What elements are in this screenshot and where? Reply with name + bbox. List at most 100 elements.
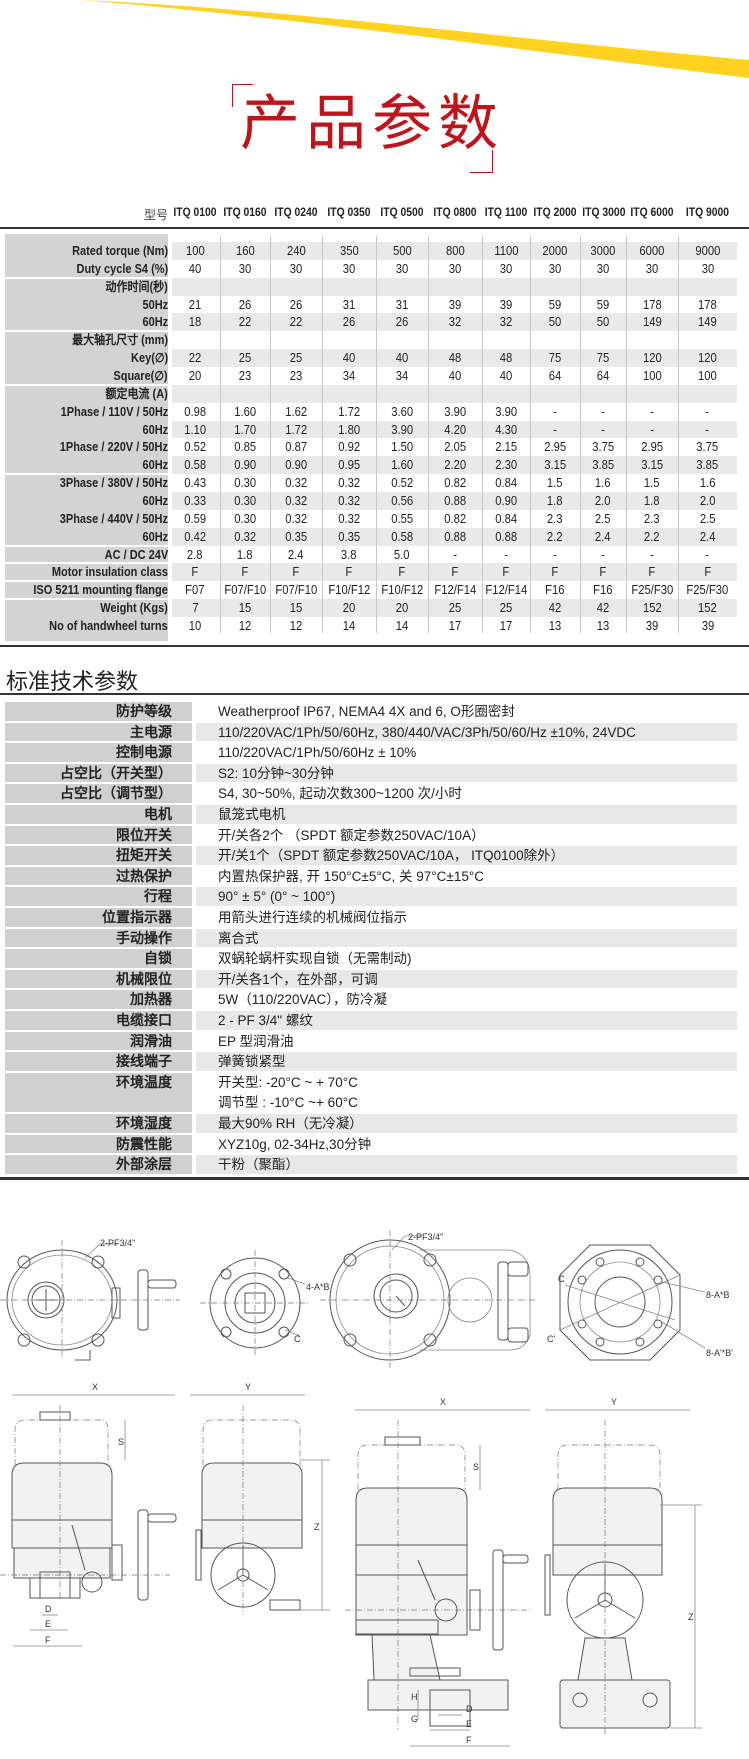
table-cell: 2.30 [482,456,530,474]
row-label: 动作时间(秒) [5,278,168,296]
table-cell: 152 [678,599,737,617]
table-cell: 2.5 [678,510,737,528]
cell-value: 26 [395,315,409,330]
cell-value: 0.52 [184,440,206,455]
tech-value-line: 弹簧锁紧型 [218,1054,286,1070]
table-cell: F [626,563,678,581]
cell-value: 178 [698,297,717,312]
cell-value: 3.15 [641,458,663,473]
table-cell: F10/F12 [322,581,376,599]
table-cell: F12/F14 [482,581,530,599]
table-cell: 0.59 [170,510,220,528]
cell-value: 1.50 [391,440,413,455]
tech-section-title: 标准技术参数 [6,670,139,695]
table-cell: - [678,421,737,439]
tech-row-value: 110/220VAC/1Ph/50/60Hz ± 10% [196,743,737,762]
table-cell: - [678,403,737,421]
cell-value: 1.10 [184,422,206,437]
cell-value: 2.95 [544,440,566,455]
cell-value: 30 [448,261,462,276]
cell-value: 40 [395,351,409,366]
cell-value: - [553,422,557,437]
row-band [172,420,737,439]
cell-value: 0.32 [285,494,307,509]
cell-value: 3.90 [444,404,466,419]
column-separator [530,236,531,633]
table-cell: 26 [220,296,270,314]
dimension-drawings: 2-PF3/4" 4-A*B C 2-PF3/4" 8- [0,1230,733,1747]
tech-row-value: 最大90% RH（无冷凝） [196,1114,737,1133]
table-cell: 30 [530,260,580,278]
cell-value: - [504,547,508,562]
column-separator [376,236,377,633]
cell-value: 0.32 [234,529,256,544]
table-cell: 1.8 [530,492,580,510]
table-cell: 0.82 [428,510,482,528]
tech-value-line: 离合式 [218,930,259,946]
table-cell: F16 [580,581,626,599]
table-cell: 0.52 [376,474,428,492]
table-cell: 160 [220,242,270,260]
table-cell: 64 [530,367,580,385]
cell-value: 26 [238,297,252,312]
table-row: 1Phase / 110V / 50Hz 0.98 1.60 1.62 1.72 3.60… [0,403,749,421]
table-cell: 178 [626,296,678,314]
row-label-text: 最大轴孔尺寸 (mm) [72,333,168,348]
cell-value: 1.5 [547,476,563,491]
table-cell: 120 [626,349,678,367]
tech-value-line: 5W（110/220VAC），防冷凝 [218,992,388,1008]
table-cell: 0.90 [220,456,270,474]
cell-value: 40 [342,351,356,366]
table-cell: 1100 [482,242,530,260]
table-cell: - [530,421,580,439]
table-row: 50Hz 21 26 26 31 31 39 39 59 59 178 178 [0,296,749,314]
row-band [172,599,737,618]
cell-value: 17 [448,619,462,634]
cell-value: - [601,404,605,419]
table-cell: 30 [678,260,737,278]
cell-value: 2.05 [444,440,466,455]
cell-value: 30 [548,261,562,276]
tech-row-value: S2: 10分钟~30分钟 [196,763,737,783]
tech-value-line: 2 - PF 3/4" 螺纹 [218,1013,313,1028]
tech-row-value: 2 - PF 3/4" 螺纹 [196,1011,737,1030]
row-label-text: 1Phase / 220V / 50Hz [59,440,168,455]
actuator-front-view-large: Y Z [544,1397,702,1735]
table-cell: 3.15 [530,456,580,474]
tech-row-value: S4, 30~50%, 起动次数300~1200 次/小时 [196,784,737,803]
table-cell: 26 [376,313,428,331]
cell-value: 32 [448,315,462,330]
table-cell: 1.72 [322,403,376,421]
cell-value: 2.4 [288,547,304,562]
row-label-text: 60Hz [142,494,168,509]
table-row: 动作时间(秒) [0,278,749,296]
row-label-text: Rated torque (Nm) [72,244,168,258]
column-separator [322,236,323,633]
table-cell: 26 [270,296,322,314]
cell-value: 21 [188,297,202,312]
row-label-text: Duty cycle S4 (%) [76,261,168,276]
table-cell: 0.88 [428,528,482,546]
group-separator [5,544,168,547]
cell-value: 9000 [694,244,721,258]
tech-row-value: 双蜗轮蜗杆实现自锁（无需制动) [196,949,737,968]
cell-value: 178 [642,297,662,312]
model-header: ITQ 6000 [630,207,674,219]
cell-value: 1.8 [644,494,660,509]
model-header: ITQ 2000 [533,207,577,219]
row-label-text: Square(∅) [113,369,168,384]
row-label-text: AC / DC 24V [104,547,168,562]
tech-value-line: 110/220VAC/1Ph/50/60Hz ± 10% [218,745,417,761]
row-label-text: 60Hz [142,422,168,437]
cell-value: 0.84 [495,476,517,491]
tech-value-line: 开/关1个（SPDT 额定参数250VAC/10A， ITQ0100除外） [218,848,565,864]
table-cell: 10 [170,617,220,635]
group-separator [5,580,168,583]
group-separator [5,598,168,601]
tech-row-value: 110/220VAC/1Ph/50/60Hz, 380/440/VAC/3Ph/… [196,722,737,742]
table-cell: F [428,563,482,581]
table-cell: 3.90 [482,403,530,421]
cell-value: 0.59 [184,511,206,526]
table-cell: F [220,563,270,581]
cell-value: 2.5 [699,511,716,526]
